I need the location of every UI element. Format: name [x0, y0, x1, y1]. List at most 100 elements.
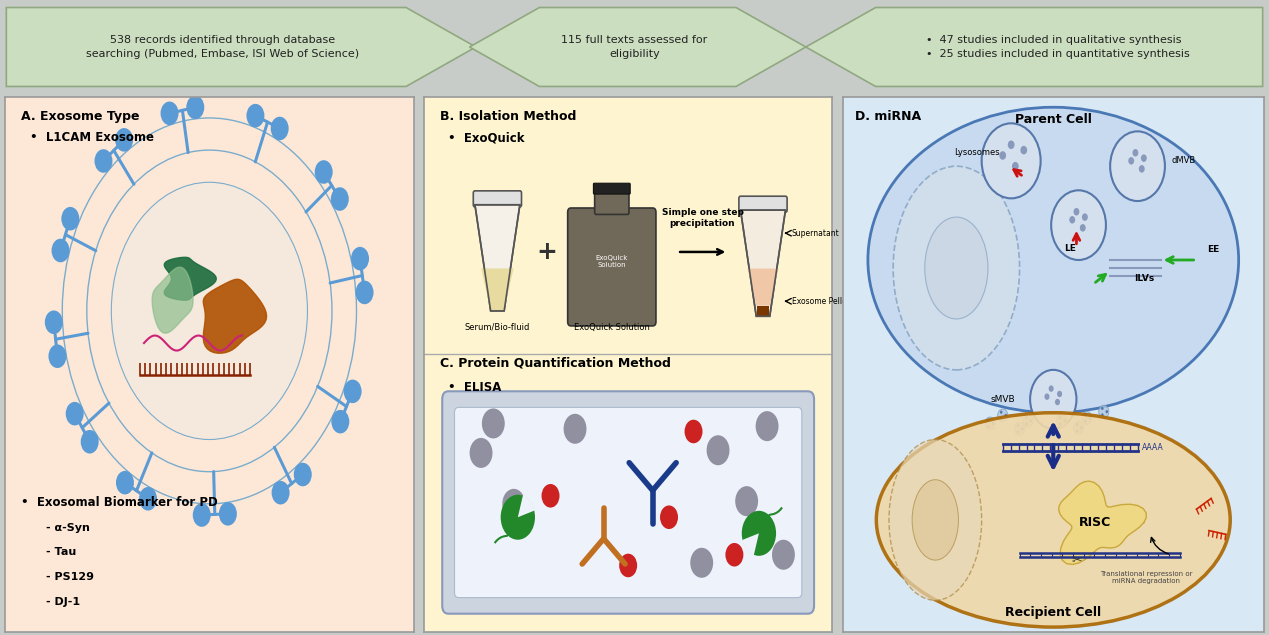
Text: •  Exosomal Biomarker for PD: • Exosomal Biomarker for PD	[22, 496, 218, 509]
Circle shape	[1058, 416, 1061, 419]
Wedge shape	[518, 495, 534, 518]
FancyBboxPatch shape	[595, 191, 629, 215]
Polygon shape	[741, 210, 786, 316]
Circle shape	[1004, 414, 1006, 417]
Circle shape	[1132, 149, 1138, 157]
Polygon shape	[758, 305, 769, 316]
Circle shape	[1057, 391, 1062, 397]
Text: •  47 studies included in qualitative synthesis
•  25 studies included in quanti: • 47 studies included in qualitative syn…	[926, 34, 1190, 60]
Circle shape	[1063, 419, 1066, 422]
Text: C. Protein Quantification Method: C. Protein Quantification Method	[440, 356, 671, 370]
Circle shape	[1105, 410, 1108, 413]
Text: A. Exosome Type: A. Exosome Type	[22, 110, 140, 123]
Polygon shape	[1058, 481, 1146, 565]
Circle shape	[1060, 422, 1061, 425]
Circle shape	[246, 104, 264, 128]
Circle shape	[1048, 385, 1053, 392]
Circle shape	[331, 410, 349, 434]
Text: D. miRNA: D. miRNA	[855, 110, 921, 123]
Text: •  L1CAM Exosome: • L1CAM Exosome	[29, 131, 154, 144]
Circle shape	[1074, 421, 1084, 434]
Circle shape	[1080, 224, 1086, 232]
Circle shape	[1016, 424, 1019, 427]
Circle shape	[985, 417, 995, 430]
Text: - α-Syn: - α-Syn	[46, 523, 90, 533]
Ellipse shape	[925, 217, 989, 319]
Circle shape	[1082, 411, 1093, 425]
Circle shape	[112, 182, 307, 439]
Text: +: +	[536, 240, 557, 264]
Text: ILVs: ILVs	[1133, 274, 1154, 283]
Circle shape	[542, 484, 560, 507]
Text: Simple one step
precipitation: Simple one step precipitation	[661, 208, 744, 228]
Text: Translational repression or
miRNA degradation: Translational repression or miRNA degrad…	[1100, 571, 1192, 584]
Circle shape	[270, 117, 288, 140]
Circle shape	[61, 207, 79, 231]
Circle shape	[1076, 423, 1079, 426]
Text: ✂: ✂	[1071, 554, 1081, 566]
Text: dMVB: dMVB	[1171, 156, 1195, 165]
Circle shape	[1025, 416, 1028, 419]
Circle shape	[1080, 426, 1082, 429]
FancyBboxPatch shape	[454, 408, 802, 598]
Circle shape	[293, 463, 312, 486]
FancyBboxPatch shape	[473, 191, 522, 207]
Text: B. Isolation Method: B. Isolation Method	[440, 110, 576, 123]
Circle shape	[1029, 419, 1032, 422]
Polygon shape	[164, 257, 216, 300]
Text: Supernatant: Supernatant	[792, 229, 839, 237]
Circle shape	[619, 554, 637, 577]
Circle shape	[1014, 422, 1024, 435]
Circle shape	[1051, 190, 1107, 260]
Text: ExoQuick
Solution: ExoQuick Solution	[595, 255, 628, 268]
Circle shape	[1025, 422, 1028, 425]
Circle shape	[690, 548, 713, 578]
FancyBboxPatch shape	[567, 208, 656, 326]
Ellipse shape	[868, 107, 1239, 413]
Circle shape	[44, 311, 62, 334]
Circle shape	[1076, 429, 1079, 432]
Text: AAAA: AAAA	[1142, 443, 1164, 452]
Circle shape	[660, 505, 678, 529]
Polygon shape	[152, 267, 193, 333]
Circle shape	[1099, 405, 1109, 418]
Polygon shape	[6, 8, 476, 86]
Circle shape	[684, 420, 703, 443]
FancyBboxPatch shape	[594, 184, 631, 194]
Circle shape	[48, 344, 66, 368]
Circle shape	[1082, 213, 1088, 221]
Text: RISC: RISC	[1079, 516, 1112, 529]
Circle shape	[992, 422, 995, 425]
Circle shape	[1008, 140, 1014, 149]
Circle shape	[1070, 216, 1075, 224]
Circle shape	[1101, 413, 1104, 417]
Circle shape	[331, 187, 349, 211]
Circle shape	[1022, 427, 1024, 431]
Wedge shape	[742, 533, 759, 556]
Circle shape	[352, 247, 369, 271]
Polygon shape	[470, 8, 806, 86]
Circle shape	[1016, 431, 1019, 434]
Circle shape	[187, 95, 204, 119]
Text: •  ExoQuick: • ExoQuick	[448, 131, 525, 144]
Circle shape	[1101, 407, 1104, 410]
Circle shape	[987, 425, 990, 429]
Circle shape	[315, 160, 332, 184]
Circle shape	[344, 380, 362, 403]
Circle shape	[1011, 162, 1019, 170]
Text: Parent Cell: Parent Cell	[1015, 112, 1091, 126]
Text: Serum/Bio-fluid: Serum/Bio-fluid	[464, 323, 530, 331]
Circle shape	[218, 502, 237, 526]
Circle shape	[1110, 131, 1165, 201]
Circle shape	[193, 503, 211, 527]
Circle shape	[1084, 420, 1086, 423]
Circle shape	[115, 128, 133, 152]
Circle shape	[1055, 399, 1060, 405]
Text: - DJ-1: - DJ-1	[46, 596, 80, 606]
Circle shape	[94, 149, 113, 173]
Polygon shape	[203, 279, 266, 353]
Circle shape	[470, 438, 492, 468]
Circle shape	[563, 414, 586, 444]
Ellipse shape	[877, 413, 1230, 627]
Circle shape	[355, 281, 373, 304]
